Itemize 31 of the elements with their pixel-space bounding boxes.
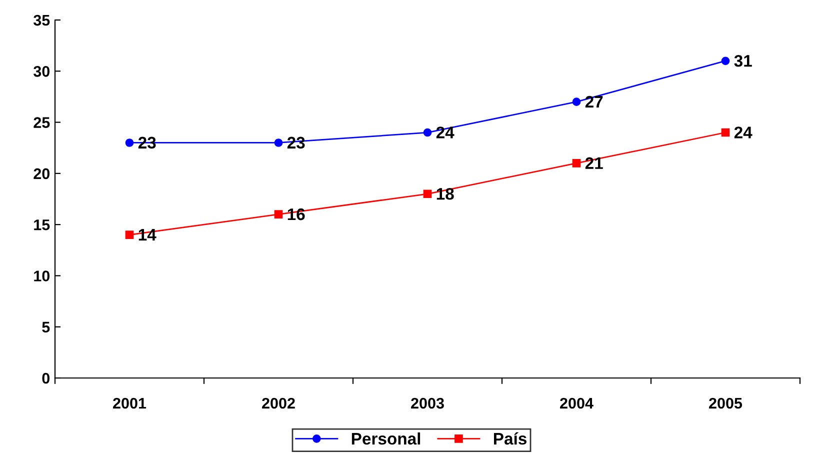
y-tick-label: 25 bbox=[34, 117, 50, 128]
point bbox=[423, 190, 432, 198]
y-tick-label: 10 bbox=[34, 270, 50, 282]
data-label: 27 bbox=[585, 96, 603, 108]
y-tick-label: 0 bbox=[42, 372, 50, 384]
y-tick-label: 35 bbox=[34, 14, 50, 26]
x-tick-label: 2002 bbox=[262, 398, 295, 409]
y-tick-label: 15 bbox=[34, 220, 50, 230]
data-label: 24 bbox=[436, 126, 454, 138]
data-label: 24 bbox=[734, 126, 752, 138]
point bbox=[274, 210, 283, 219]
y-tick-label: 20 bbox=[34, 168, 50, 180]
y-tick-label: 5 bbox=[42, 322, 50, 333]
data-label: 18 bbox=[436, 188, 454, 200]
data-label: 31 bbox=[734, 54, 752, 67]
point bbox=[125, 138, 134, 147]
point bbox=[274, 138, 283, 147]
x-tick-label: 2005 bbox=[709, 398, 742, 409]
data-label: 21 bbox=[585, 157, 603, 169]
x-tick-label: 2004 bbox=[560, 398, 594, 409]
point bbox=[572, 98, 581, 106]
y-tick-label: 30 bbox=[34, 66, 50, 77]
point bbox=[125, 230, 134, 239]
point bbox=[721, 56, 730, 66]
point bbox=[423, 128, 432, 137]
point bbox=[721, 128, 730, 137]
legend-label: País bbox=[494, 432, 526, 445]
x-tick-label: 2001 bbox=[113, 398, 146, 409]
x-tick-label: 2003 bbox=[411, 398, 444, 409]
legend-label: Personal bbox=[352, 432, 420, 445]
point bbox=[572, 159, 581, 168]
